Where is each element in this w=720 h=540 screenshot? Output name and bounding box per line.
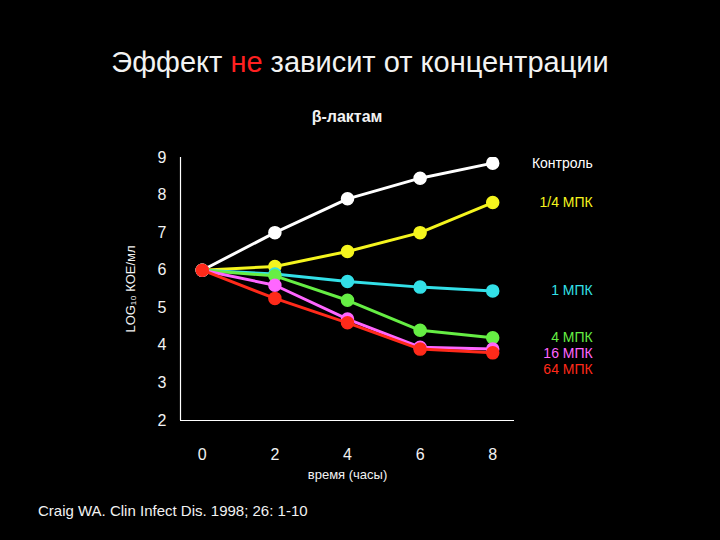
svg-text:6: 6 (158, 261, 167, 278)
svg-text:9: 9 (158, 149, 167, 166)
svg-text:5: 5 (158, 299, 167, 316)
svg-text:1/4 МПК: 1/4 МПК (539, 194, 593, 210)
svg-text:2: 2 (158, 412, 167, 429)
svg-text:3: 3 (158, 374, 167, 391)
svg-text:8: 8 (158, 186, 167, 203)
svg-text:8: 8 (488, 446, 497, 463)
svg-text:время (часы): время (часы) (308, 467, 387, 482)
svg-text:LOG₁₀ КОЕ/мл: LOG₁₀ КОЕ/мл (123, 245, 138, 332)
svg-text:Контроль: Контроль (532, 155, 593, 171)
svg-text:64 МПК: 64 МПК (543, 361, 593, 377)
svg-text:4: 4 (158, 336, 167, 353)
html-text:β-лактам: β-лактам (311, 108, 383, 125)
html-text:Эффект не зависит от концентра: Эффект не зависит от концентрации (111, 46, 609, 78)
html-text:Craig WA. Clin Infect Dis. 199: Craig WA. Clin Infect Dis. 1998; 26: 1-1… (38, 502, 308, 519)
svg-text:1 МПК: 1 МПК (551, 282, 593, 298)
svg-text:16 МПК: 16 МПК (543, 345, 593, 361)
svg-text:2: 2 (270, 446, 279, 463)
svg-text:4 МПК: 4 МПК (551, 329, 593, 345)
svg-text:0: 0 (198, 446, 207, 463)
svg-text:7: 7 (158, 224, 167, 241)
svg-text:4: 4 (343, 446, 352, 463)
svg-text:6: 6 (416, 446, 425, 463)
